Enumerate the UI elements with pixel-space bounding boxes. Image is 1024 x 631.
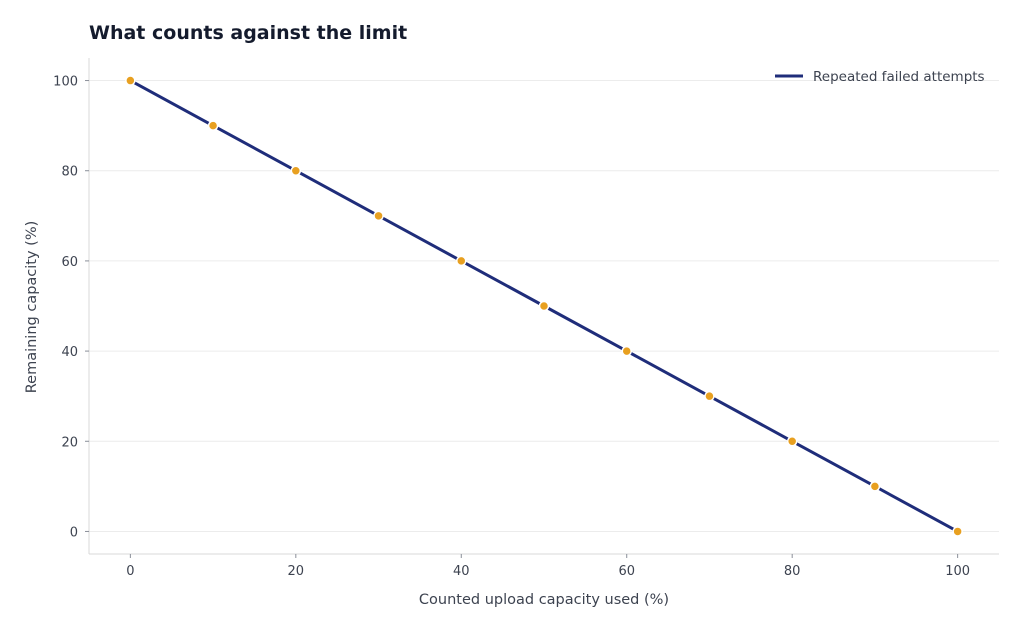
y-tick-label: 0: [70, 525, 78, 540]
legend-label: Repeated failed attempts: [813, 69, 985, 85]
x-axis-label: Counted upload capacity used (%): [419, 592, 669, 608]
y-tick-label: 60: [61, 255, 78, 270]
data-point: [373, 210, 384, 222]
data-point: [290, 165, 302, 176]
x-tick-label: 60: [618, 564, 635, 579]
data-point: [456, 255, 467, 267]
legend: Repeated failed attempts: [775, 69, 985, 85]
y-tick-label: 80: [61, 165, 78, 180]
x-tick-label: 80: [784, 564, 801, 579]
y-tick-label: 40: [61, 345, 78, 360]
data-point: [786, 436, 798, 447]
data-point: [952, 526, 963, 537]
y-axis-label: Remaining capacity (%): [24, 221, 40, 394]
data-point: [704, 390, 715, 402]
chart-title: What counts against the limit: [89, 22, 407, 44]
data-point: [538, 300, 550, 312]
data-point: [621, 345, 632, 357]
x-tick-label: 100: [945, 564, 970, 579]
x-tick-label: 20: [288, 564, 305, 579]
x-tick-label: 0: [126, 564, 134, 579]
y-tick-label: 20: [61, 435, 78, 450]
data-point: [125, 75, 136, 86]
axes: 0 20 40 60 80 100 0 20 40 60 80 100: [53, 58, 999, 579]
y-tick-label: 100: [53, 75, 78, 90]
data-point: [869, 481, 881, 492]
gridlines: [89, 80, 999, 532]
series-layer: [125, 75, 963, 537]
data-point: [207, 120, 219, 131]
x-tick-label: 40: [453, 564, 470, 579]
